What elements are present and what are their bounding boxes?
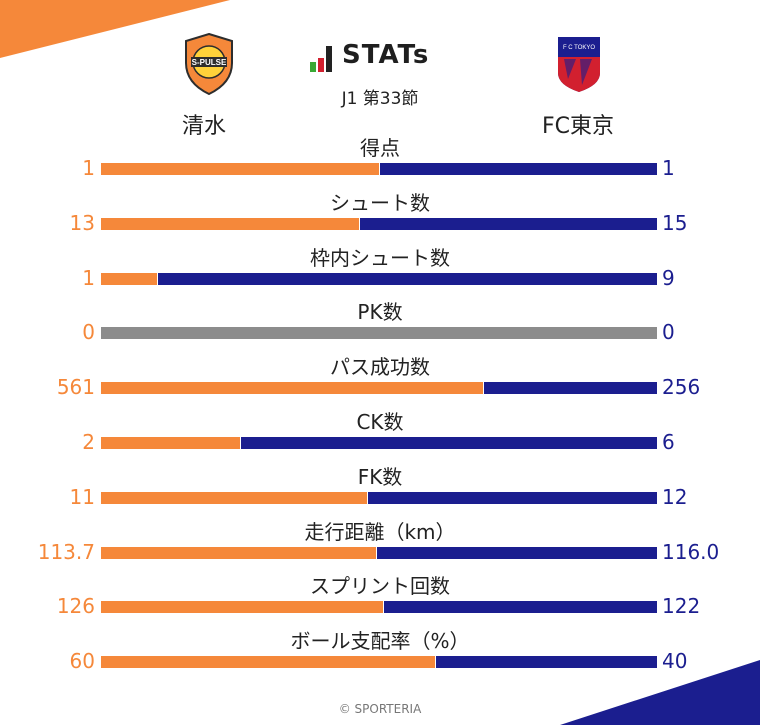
stat-label: CK数 — [356, 410, 404, 434]
away-value: 40 — [662, 649, 688, 673]
stat-label: FK数 — [357, 465, 403, 489]
home-team-name: 清水 — [182, 114, 227, 139]
away-team-name: FC東京 — [542, 114, 615, 139]
neutral-bar — [101, 327, 657, 339]
stat-label: PK数 — [357, 300, 403, 324]
away-bar — [158, 273, 657, 285]
away-bar — [241, 437, 657, 449]
away-bar — [436, 656, 657, 668]
home-bar — [101, 601, 383, 613]
home-value: 11 — [69, 485, 95, 509]
home-value: 113.7 — [37, 540, 95, 564]
stat-label: シュート数 — [330, 191, 430, 215]
away-value: 1 — [662, 156, 675, 180]
home-value: 126 — [56, 594, 95, 618]
home-bar — [101, 382, 483, 394]
home-bar — [101, 218, 359, 230]
stat-label: スプリント回数 — [310, 574, 450, 598]
away-value: 9 — [662, 266, 675, 290]
away-bar — [377, 547, 657, 559]
home-bar — [101, 547, 376, 559]
stat-label: 枠内シュート数 — [310, 246, 450, 270]
away-value: 116.0 — [662, 540, 720, 564]
away-bar — [360, 218, 657, 230]
away-bar — [368, 492, 657, 504]
stat-label: 得点 — [360, 136, 400, 160]
home-value: 561 — [56, 375, 95, 399]
away-bar — [384, 601, 657, 613]
home-bar — [101, 437, 240, 449]
header: S-PULSE F C TOKYO STATs J1 第33節 清水 FC東京 — [0, 0, 760, 140]
home-value: 0 — [82, 320, 95, 344]
away-logo-text: F C TOKYO — [563, 45, 595, 51]
stat-label: パス成功数 — [330, 355, 430, 379]
copyright: © SPORTERIA — [338, 702, 422, 716]
away-value: 0 — [662, 320, 675, 344]
stats-title: STATs — [342, 40, 430, 70]
home-bar — [101, 656, 435, 668]
stat-label: ボール支配率（%） — [290, 629, 470, 653]
away-bar — [484, 382, 657, 394]
away-team-logo: F C TOKYO — [558, 37, 600, 92]
away-value: 256 — [662, 375, 701, 399]
away-value: 122 — [662, 594, 701, 618]
home-value: 1 — [82, 266, 95, 290]
stats-bar-icon — [310, 46, 332, 72]
home-value: 60 — [69, 649, 95, 673]
away-bar — [380, 163, 657, 175]
home-value: 2 — [82, 430, 95, 454]
stat-label: 走行距離（km） — [304, 520, 456, 544]
home-bar — [101, 163, 379, 175]
home-value: 13 — [69, 211, 95, 235]
home-value: 1 — [82, 156, 95, 180]
away-value: 12 — [662, 485, 688, 509]
home-team-logo: S-PULSE — [185, 33, 233, 95]
away-value: 15 — [662, 211, 688, 235]
top-left-corner-decoration — [0, 0, 230, 58]
home-logo-text: S-PULSE — [192, 58, 227, 67]
home-bar — [101, 492, 367, 504]
bottom-right-corner-decoration — [560, 660, 760, 725]
away-value: 6 — [662, 430, 675, 454]
home-bar — [101, 273, 157, 285]
match-round: J1 第33節 — [341, 89, 419, 109]
